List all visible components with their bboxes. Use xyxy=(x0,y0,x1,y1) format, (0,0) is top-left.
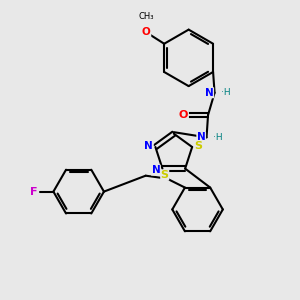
Text: N: N xyxy=(145,140,153,151)
Text: S: S xyxy=(161,170,169,180)
Text: N: N xyxy=(197,132,206,142)
Text: N: N xyxy=(152,165,160,175)
Text: O: O xyxy=(179,110,188,120)
Text: S: S xyxy=(195,140,203,151)
Text: ·H: ·H xyxy=(213,133,223,142)
Text: CH₃: CH₃ xyxy=(139,12,154,21)
Text: O: O xyxy=(142,27,151,37)
Text: N: N xyxy=(205,88,214,98)
Text: ·H: ·H xyxy=(221,88,231,97)
Text: F: F xyxy=(30,187,38,196)
